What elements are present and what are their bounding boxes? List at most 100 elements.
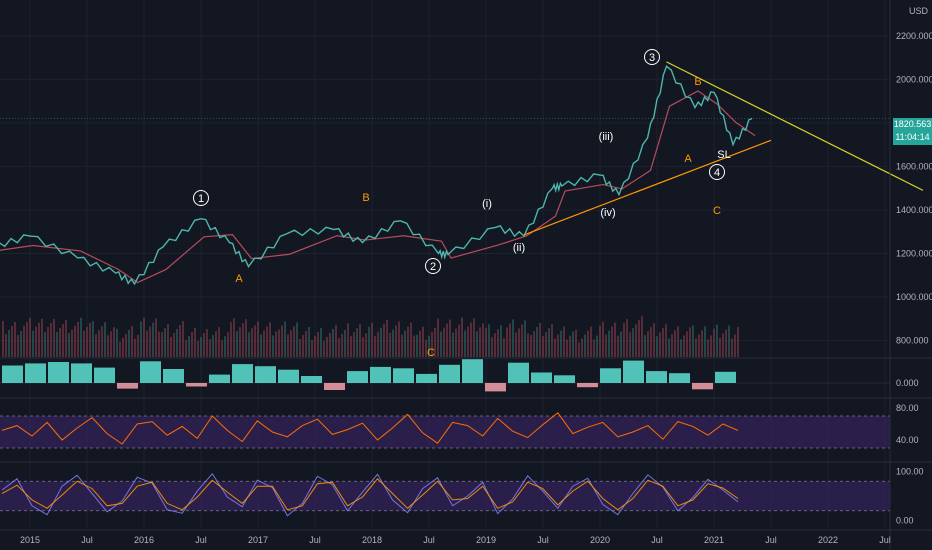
wave-label-SL: SL — [717, 149, 730, 161]
time-axis[interactable]: 2015 Jul 2016 Jul 2017 Jul 2018 Jul 2019 Jul 2020 J… — [0, 529, 932, 545]
volume-bar — [170, 337, 172, 357]
volume-bar — [455, 328, 457, 357]
price-axis-label: 1400.000 — [896, 205, 932, 215]
volume-bar — [50, 323, 52, 357]
volume-bar — [632, 328, 634, 357]
volume-bar — [680, 339, 682, 357]
time-axis-label: Jul — [195, 535, 207, 545]
time-axis-label: Jul — [81, 535, 93, 545]
volume-bar — [119, 341, 121, 357]
currency-label: USD — [908, 6, 928, 16]
volume-bar — [242, 323, 244, 357]
volume-bar — [575, 329, 577, 357]
volume-bar — [179, 325, 181, 357]
time-axis-label: 2021 — [704, 535, 724, 545]
volume-bar — [461, 317, 463, 357]
histogram-bar — [439, 364, 460, 383]
volume-bar — [221, 340, 223, 357]
volume-bar — [533, 331, 535, 357]
volume-bar — [416, 334, 418, 357]
wave-circle — [425, 258, 441, 274]
volume-bars — [2, 316, 739, 357]
volume-bar — [620, 331, 622, 357]
price-axis[interactable]: 2200.0002000.0001800.0001600.0001400.000… — [889, 0, 932, 550]
volume-bar — [176, 329, 178, 357]
volume-bar — [29, 317, 31, 357]
volume-bar — [65, 320, 67, 357]
volume-bar — [14, 322, 16, 357]
wave-label-B: B — [694, 76, 701, 88]
stochastic-pane[interactable] — [0, 472, 890, 517]
volume-bar — [302, 335, 304, 357]
rsi-pane[interactable] — [0, 412, 890, 449]
histogram-pane[interactable] — [2, 359, 736, 392]
volume-bar — [116, 328, 118, 357]
bar-countdown: 11:04:14 — [895, 132, 930, 142]
volume-bar — [482, 323, 484, 357]
histogram-bar — [646, 371, 667, 383]
volume-bar — [287, 334, 289, 357]
histogram-bar — [324, 383, 345, 390]
stochastic-axis-label: 100.00 — [896, 466, 924, 476]
volume-bar — [734, 334, 736, 357]
volume-bar — [194, 328, 196, 357]
last-price-tag: 1820.563 11:04:14 — [893, 118, 932, 145]
volume-bar — [332, 329, 334, 357]
volume-bar — [539, 323, 541, 357]
volume-bar — [86, 326, 88, 357]
volume-bar — [437, 318, 439, 357]
volume-bar — [44, 331, 46, 357]
histogram-bar — [232, 364, 253, 383]
time-axis-label: 2017 — [248, 535, 268, 545]
volume-bar — [479, 327, 481, 357]
time-axis-label: Jul — [309, 535, 321, 545]
price-axis-label: 1200.000 — [896, 248, 932, 258]
volume-bar — [590, 326, 592, 357]
volume-bar — [701, 330, 703, 357]
volume-bar — [521, 324, 523, 357]
histogram-bar — [94, 367, 115, 383]
volume-bar — [167, 324, 169, 357]
histogram-bar — [186, 383, 207, 387]
volume-bar — [17, 335, 19, 357]
volume-bar — [47, 327, 49, 357]
volume-bar — [719, 337, 721, 357]
volume-bar — [551, 324, 553, 357]
volume-bar — [56, 332, 58, 357]
volume-bar — [2, 321, 4, 357]
volume-bar — [299, 339, 301, 357]
histogram-bar — [48, 362, 69, 383]
volume-bar — [623, 323, 625, 357]
volume-bar — [233, 318, 235, 357]
volume-bar — [110, 331, 112, 357]
volume-bar — [20, 331, 22, 357]
time-axis-label: 2015 — [20, 535, 40, 545]
volume-bar — [353, 332, 355, 357]
wave-circle — [709, 164, 725, 180]
volume-bar — [236, 331, 238, 357]
wave-circle — [644, 49, 660, 65]
histogram-bar — [462, 359, 483, 383]
histogram-bar — [692, 383, 713, 390]
volume-bar — [146, 330, 148, 357]
price-pane[interactable] — [0, 61, 924, 286]
volume-bar — [512, 319, 514, 357]
volume-bar — [536, 327, 538, 357]
volume-bar — [368, 326, 370, 357]
volume-bar — [374, 335, 376, 357]
volume-bar — [602, 321, 604, 357]
volume-bar — [638, 320, 640, 357]
price-axis-label: 2200.000 — [896, 31, 932, 41]
time-axis-label: Jul — [879, 535, 891, 545]
volume-bar — [197, 341, 199, 357]
volume-bar — [671, 334, 673, 357]
volume-bar — [737, 327, 739, 357]
volume-bar — [326, 337, 328, 357]
volume-bar — [200, 337, 202, 357]
volume-bar — [23, 325, 25, 357]
wave-label-4: 4 — [714, 167, 720, 179]
volume-bar — [338, 338, 340, 357]
volume-bar — [74, 325, 76, 357]
price-axis-label: 1600.000 — [896, 161, 932, 171]
